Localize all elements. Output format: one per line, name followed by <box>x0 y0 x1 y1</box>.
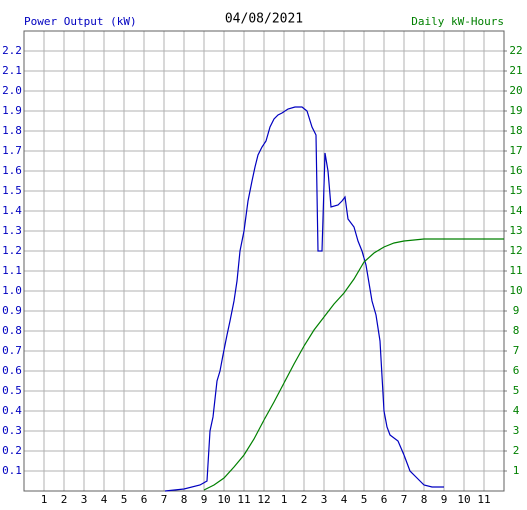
y2-tick-label: 10 <box>509 284 522 297</box>
y2-tick-label: 21 <box>509 64 522 77</box>
y-tick-label: 1.4 <box>2 204 22 217</box>
x-tick-label: 7 <box>401 493 408 506</box>
x-tick-label: 3 <box>81 493 88 506</box>
x-tick-label: 2 <box>301 493 308 506</box>
y2-tick-label: 2 <box>513 444 520 457</box>
y2-tick-label: 12 <box>509 244 522 257</box>
y-tick-label: 2.0 <box>2 84 22 97</box>
y2-tick-label: 9 <box>513 304 520 317</box>
y-tick-label: 1.1 <box>2 264 22 277</box>
x-tick-label: 5 <box>121 493 128 506</box>
y2-tick-label: 22 <box>509 44 522 57</box>
y-tick-label: 1.0 <box>2 284 22 297</box>
x-tick-label: 3 <box>321 493 328 506</box>
x-tick-label: 5 <box>361 493 368 506</box>
y-tick-label: 2.1 <box>2 64 22 77</box>
y-tick-label: 1.7 <box>2 144 22 157</box>
y2-tick-label: 11 <box>509 264 522 277</box>
y-tick-label: 1.3 <box>2 224 22 237</box>
x-tick-label: 4 <box>341 493 348 506</box>
y-tick-label: 1.6 <box>2 164 22 177</box>
y-tick-label: 0.3 <box>2 424 22 437</box>
y2-tick-label: 4 <box>513 404 520 417</box>
x-tick-label: 1 <box>281 493 288 506</box>
y2-tick-label: 1 <box>513 464 520 477</box>
x-tick-label: 6 <box>141 493 148 506</box>
y2-tick-label: 8 <box>513 324 520 337</box>
y2-tick-label: 5 <box>513 384 520 397</box>
data-line <box>203 238 504 491</box>
x-tick-label: 9 <box>441 493 448 506</box>
x-tick-label: 8 <box>421 493 428 506</box>
x-tick-label: 11 <box>477 493 490 506</box>
x-tick-label: 8 <box>181 493 188 506</box>
y2-tick-label: 18 <box>509 124 522 137</box>
y-tick-label: 1.8 <box>2 124 22 137</box>
x-tick-label: 12 <box>257 493 270 506</box>
y-tick-label: 1.5 <box>2 184 22 197</box>
x-tick-label: 2 <box>61 493 68 506</box>
plot-border <box>23 30 505 492</box>
y-axis-label: Power Output (kW) <box>24 15 137 28</box>
y2-tick-label: 19 <box>509 104 522 117</box>
y2-tick-label: 15 <box>509 184 522 197</box>
y2-tick-label: 14 <box>509 204 523 217</box>
y-tick-label: 0.7 <box>2 344 22 357</box>
x-tick-label: 6 <box>381 493 388 506</box>
x-tick-label: 11 <box>237 493 250 506</box>
y-tick-label: 0.1 <box>2 464 22 477</box>
y-tick-label: 0.2 <box>2 444 22 457</box>
y-tick-label: 0.8 <box>2 324 22 337</box>
y-tick-label: 2.2 <box>2 44 22 57</box>
y2-tick-label: 13 <box>509 224 522 237</box>
y2-tick-label: 17 <box>509 144 522 157</box>
y-tick-label: 0.6 <box>2 364 22 377</box>
y-tick-label: 0.4 <box>2 404 22 417</box>
y-tick-label: 1.2 <box>2 244 22 257</box>
y2-tick-label: 20 <box>509 84 522 97</box>
y2-tick-label: 3 <box>513 424 520 437</box>
y-tick-label: 0.5 <box>2 384 22 397</box>
x-tick-label: 9 <box>201 493 208 506</box>
chart-title: 04/08/2021 <box>225 12 303 27</box>
y2-tick-label: 6 <box>513 364 520 377</box>
y-tick-label: 1.9 <box>2 104 22 117</box>
y-tick-label: 0.9 <box>2 304 22 317</box>
x-tick-label: 4 <box>101 493 108 506</box>
x-tick-label: 10 <box>217 493 230 506</box>
y2-tick-label: 16 <box>509 164 522 177</box>
x-tick-label: 1 <box>41 493 48 506</box>
data-line <box>164 106 444 492</box>
x-tick-label: 10 <box>457 493 470 506</box>
x-tick-label: 7 <box>161 493 168 506</box>
y2-axis-label: Daily kW-Hours <box>411 15 504 28</box>
y2-tick-label: 7 <box>513 344 520 357</box>
